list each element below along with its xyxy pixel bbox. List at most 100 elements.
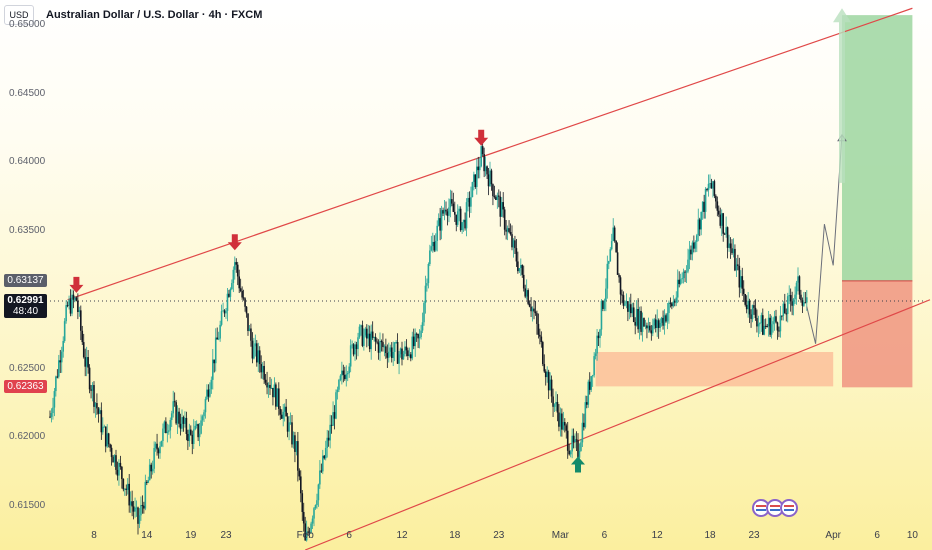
candle-body xyxy=(184,417,186,424)
candle-body xyxy=(678,279,680,285)
candle-body xyxy=(267,384,270,388)
candle-body xyxy=(659,322,661,328)
candle-body xyxy=(558,412,560,427)
candle-body xyxy=(492,184,494,197)
candle-body xyxy=(295,441,298,452)
candle-body xyxy=(307,531,309,533)
candle-body xyxy=(128,483,130,506)
economic-events-icon[interactable] xyxy=(750,498,800,518)
candle-body xyxy=(169,420,172,431)
candle-body xyxy=(631,307,634,314)
candle-body xyxy=(605,288,607,301)
candle-body xyxy=(170,413,173,421)
candle-body xyxy=(464,219,466,229)
candle-body xyxy=(175,402,177,424)
candle-body xyxy=(681,278,683,280)
candle-body xyxy=(471,182,474,198)
candle-body xyxy=(235,262,238,265)
candle-body xyxy=(134,507,136,512)
candle-body xyxy=(741,276,744,289)
candle-body xyxy=(800,294,802,301)
candle-body xyxy=(622,295,625,306)
candle-body xyxy=(289,422,292,424)
candle-body xyxy=(122,478,125,490)
candle-body xyxy=(151,468,154,472)
candle-body xyxy=(185,417,188,434)
time-tick: Apr xyxy=(825,530,841,541)
candle-body xyxy=(544,371,547,378)
candle-body xyxy=(426,283,428,286)
candle-body xyxy=(650,330,653,334)
candle-body xyxy=(69,299,72,314)
candle-body xyxy=(156,443,158,450)
candle-body xyxy=(442,210,444,214)
candle-body xyxy=(314,505,317,509)
candle-body xyxy=(662,317,664,326)
time-tick: 6 xyxy=(346,530,352,541)
candle-body xyxy=(748,300,751,315)
candle-body xyxy=(663,315,666,326)
candle-body xyxy=(229,289,232,297)
candle-body xyxy=(685,271,688,273)
candle-body xyxy=(91,385,94,391)
candle-body xyxy=(408,354,411,357)
candle-body xyxy=(270,387,273,389)
candle-body xyxy=(737,264,739,266)
candle-body xyxy=(682,271,685,279)
candle-body xyxy=(719,214,722,226)
candle-body xyxy=(795,282,798,295)
candle-body xyxy=(490,170,493,185)
candle-body xyxy=(195,424,198,426)
candle-body xyxy=(583,422,585,428)
candle-body xyxy=(625,301,628,304)
candle-body xyxy=(370,331,372,350)
current-price-box: 0.62991 48:40 xyxy=(4,293,47,318)
candle-body xyxy=(273,384,276,398)
candle-body xyxy=(718,210,720,215)
candle-body xyxy=(668,302,670,313)
candle-body xyxy=(84,357,86,367)
candle-body xyxy=(693,242,695,249)
candle-body xyxy=(679,279,682,285)
candle-body xyxy=(744,293,746,305)
candle-body xyxy=(649,325,651,331)
candle-body xyxy=(797,276,799,283)
down-arrow-marker-1 xyxy=(69,276,84,293)
currency-button[interactable]: USD xyxy=(4,5,34,25)
candle-body xyxy=(707,183,710,191)
candle-body xyxy=(424,285,427,304)
time-tick: 18 xyxy=(449,530,461,541)
candle-body xyxy=(694,241,697,249)
candle-body xyxy=(476,166,478,187)
candle-body xyxy=(82,342,85,358)
candle-body xyxy=(373,336,375,338)
candle-body xyxy=(427,264,430,284)
candle-body xyxy=(157,449,160,454)
candle-body xyxy=(565,425,568,431)
candle-body xyxy=(116,469,119,476)
candle-body xyxy=(698,219,701,230)
candle-body xyxy=(550,379,553,397)
candle-body xyxy=(641,318,644,332)
candle-body xyxy=(250,328,252,341)
candle-body xyxy=(487,174,490,187)
candle-body xyxy=(209,389,211,397)
candle-body xyxy=(552,396,554,407)
candle-body xyxy=(720,213,723,226)
candle-body xyxy=(759,323,761,325)
candle-body xyxy=(305,531,308,541)
candle-body xyxy=(484,166,487,172)
candle-body xyxy=(333,412,336,419)
candle-body xyxy=(363,335,365,346)
candle-body xyxy=(336,389,339,393)
candle-body xyxy=(415,333,418,335)
candle-body xyxy=(204,399,207,413)
candle-body xyxy=(257,350,260,363)
channel-upper-line xyxy=(67,7,913,301)
candle-body xyxy=(332,412,334,426)
target-arrow xyxy=(833,8,851,183)
candle-body xyxy=(62,340,64,352)
candle-body xyxy=(367,333,370,339)
candle-body xyxy=(68,299,70,306)
